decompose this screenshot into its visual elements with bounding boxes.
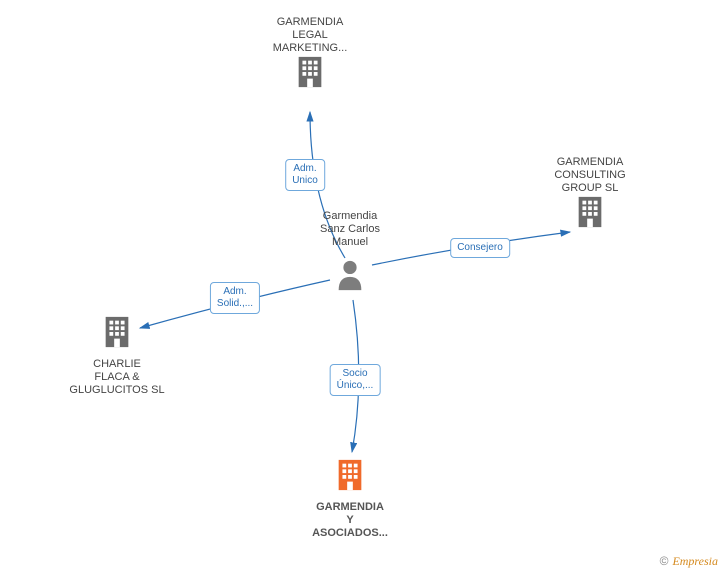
brand-name: Empresia bbox=[672, 554, 718, 568]
node-label: GARMENDIAYASOCIADOS... bbox=[290, 501, 410, 540]
building-icon bbox=[573, 216, 607, 233]
edge-label-2: Adm. Solid.,... bbox=[210, 282, 260, 314]
watermark: ©Empresia bbox=[660, 554, 718, 569]
node-n3: CHARLIEFLACA &GLUGLUCITOS SL bbox=[57, 315, 177, 397]
node-n1: GARMENDIALEGALMARKETING... bbox=[250, 12, 370, 94]
node-n2: GARMENDIACONSULTINGGROUP SL bbox=[530, 152, 650, 234]
diagram-canvas: { "canvas": { "width": 728, "height": 57… bbox=[0, 0, 728, 575]
building-icon bbox=[333, 479, 367, 496]
edge-label-1: Consejero bbox=[450, 238, 510, 258]
person-icon bbox=[333, 279, 367, 296]
building-icon bbox=[100, 336, 134, 353]
edge-label-3: Socio Único,... bbox=[330, 364, 381, 396]
edge-label-0: Adm. Unico bbox=[285, 159, 325, 191]
node-label: GARMENDIALEGALMARKETING... bbox=[250, 16, 370, 55]
node-label: GARMENDIACONSULTINGGROUP SL bbox=[530, 156, 650, 195]
building-icon bbox=[293, 76, 327, 93]
node-label: CHARLIEFLACA &GLUGLUCITOS SL bbox=[57, 358, 177, 397]
node-n4: GARMENDIAYASOCIADOS... bbox=[290, 458, 410, 540]
center-person-node bbox=[333, 258, 367, 297]
center-person-label: Garmendia Sanz Carlos Manuel bbox=[320, 210, 380, 249]
copyright-symbol: © bbox=[660, 554, 669, 568]
